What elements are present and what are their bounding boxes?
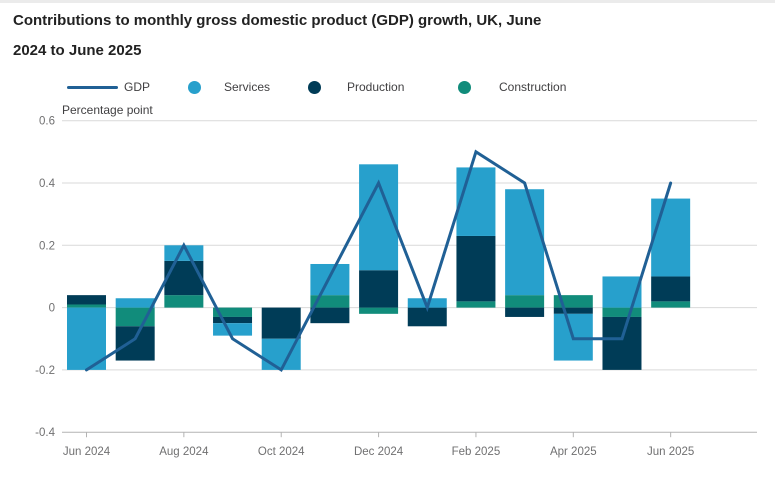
bar-segment-production <box>505 307 545 317</box>
bar-segment-construction <box>213 307 253 317</box>
bar-segment-services <box>456 167 496 236</box>
y-tick-label: 0 <box>49 303 55 315</box>
y-tick-label: -0.2 <box>35 365 55 377</box>
production-dot-icon <box>308 81 321 94</box>
chart-title-line1: Contributions to monthly gross domestic … <box>13 12 542 29</box>
legend-label-gdp: GDP <box>124 80 151 94</box>
bar-segment-services <box>115 298 155 308</box>
bar-segment-production <box>261 307 301 339</box>
bar-segment-construction <box>359 307 399 314</box>
bar-segment-production <box>651 276 691 302</box>
bar-segment-production <box>456 235 496 302</box>
bar-segment-services <box>67 307 106 370</box>
x-tick-label: Oct 2024 <box>258 446 305 458</box>
bar-segment-services <box>602 276 642 308</box>
legend-label-construction: Construction <box>499 80 567 94</box>
bar-segment-services <box>505 189 545 296</box>
bar-segment-production <box>67 295 106 305</box>
bar-segment-production <box>164 260 204 296</box>
services-dot-icon <box>188 81 201 94</box>
legend-label-services: Services <box>224 80 271 94</box>
x-tick-label: Jun 2025 <box>647 446 694 458</box>
bar-segment-services <box>164 245 204 261</box>
bar-segment-construction <box>651 301 691 308</box>
bar-segment-production <box>115 326 155 361</box>
bar-segment-production <box>359 270 399 308</box>
x-tick-label: Jun 2024 <box>63 446 111 458</box>
x-tick-label: Feb 2025 <box>452 446 501 458</box>
y-axis-unit-label: Percentage point <box>62 103 153 117</box>
bar-segment-services <box>213 323 253 336</box>
x-tick-label: Apr 2025 <box>550 446 597 458</box>
y-tick-label: 0.4 <box>39 178 56 190</box>
bar-segment-services <box>651 198 691 277</box>
construction-dot-icon <box>458 81 471 94</box>
top-border <box>0 0 775 3</box>
bar-segment-construction <box>602 307 642 317</box>
bar-segment-construction <box>67 304 106 308</box>
bar-segment-construction <box>164 295 204 308</box>
y-tick-label: 0.6 <box>39 116 55 128</box>
y-tick-label: 0.2 <box>39 240 55 252</box>
y-tick-label: -0.4 <box>35 427 55 439</box>
gdp-line-swatch <box>67 86 118 89</box>
legend: GDP Services Production Construction <box>0 78 775 98</box>
bar-segment-production <box>602 316 642 370</box>
x-tick-label: Aug 2024 <box>159 446 209 458</box>
bar-segment-production <box>407 307 447 327</box>
bar-segment-production <box>310 307 350 324</box>
bar-segment-production <box>213 316 253 324</box>
chart-title-line2: 2024 to June 2025 <box>13 42 142 59</box>
bar-segment-construction <box>505 295 545 308</box>
legend-label-production: Production <box>347 80 405 94</box>
gdp-line <box>85 149 673 373</box>
bar-segment-construction <box>456 301 496 308</box>
chart-title: Contributions to monthly gross domestic … <box>13 6 763 66</box>
x-tick-label: Dec 2024 <box>354 446 404 458</box>
bar-segment-production <box>553 307 593 314</box>
